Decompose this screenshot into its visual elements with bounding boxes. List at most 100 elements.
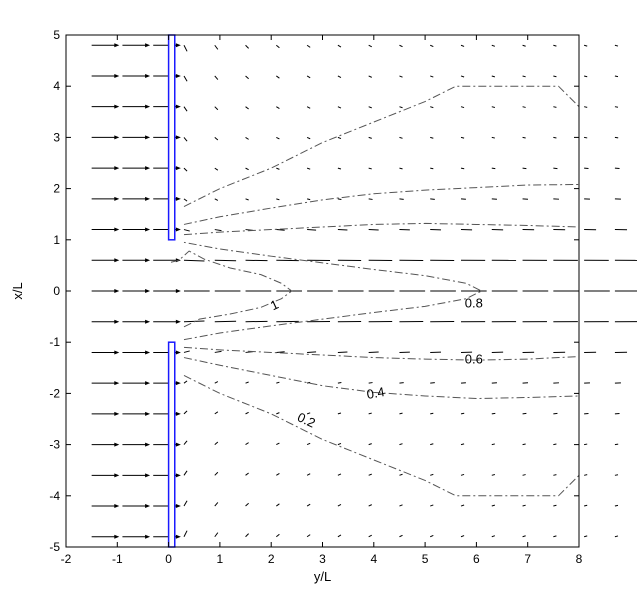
velocity-arrow (553, 474, 557, 476)
velocity-arrow (214, 502, 219, 507)
velocity-arrow (245, 167, 249, 171)
arrow-head (114, 381, 120, 386)
velocity-arrow (553, 75, 557, 78)
arrow-head (145, 411, 151, 416)
arrow-head (114, 411, 120, 416)
velocity-arrow (460, 504, 465, 507)
velocity-arrow (183, 45, 188, 52)
lower-wall (167, 341, 176, 548)
velocity-arrow (584, 443, 588, 446)
velocity-arrow (368, 443, 372, 446)
velocity-arrow (245, 381, 249, 384)
arrow-head (114, 504, 120, 509)
velocity-arrow (245, 44, 249, 49)
velocity-arrow (553, 443, 557, 446)
velocity-arrow (491, 106, 495, 108)
velocity-arrow (491, 75, 496, 78)
velocity-arrow (399, 136, 403, 139)
x-tick-label: -2 (61, 552, 72, 566)
velocity-arrow (183, 198, 188, 202)
x-tick-label: -1 (112, 552, 123, 566)
velocity-arrow (430, 504, 434, 507)
velocity-arrow (522, 75, 526, 78)
velocity-arrow (276, 442, 280, 446)
velocity-arrow (614, 535, 619, 538)
y-tick-label: 5 (53, 28, 60, 42)
velocity-arrow (399, 473, 403, 476)
y-tick-label: -1 (49, 335, 60, 349)
arrow-head (145, 289, 151, 293)
contour-line (183, 85, 580, 207)
velocity-arrow (183, 470, 188, 476)
velocity-arrow (276, 75, 280, 79)
velocity-arrow (214, 167, 219, 171)
velocity-arrow (276, 44, 280, 49)
velocity-arrow (614, 474, 619, 476)
x-tick-label: 2 (268, 552, 275, 566)
velocity-arrow (245, 411, 249, 415)
velocity-arrow (368, 534, 372, 538)
arrow-head (175, 319, 181, 324)
velocity-arrow (430, 44, 434, 47)
arrow-head (114, 43, 120, 48)
velocity-arrow (276, 533, 280, 538)
velocity-arrow (337, 198, 342, 201)
velocity-arrow (245, 472, 249, 476)
y-tick-label: -4 (49, 489, 60, 503)
velocity-arrow (583, 44, 588, 47)
velocity-arrow (245, 502, 249, 507)
velocity-arrow (214, 198, 219, 201)
contour-line (183, 222, 580, 236)
velocity-arrow (276, 167, 280, 170)
velocity-arrow (183, 410, 188, 415)
velocity-arrow (399, 44, 403, 48)
arrow-head (175, 227, 181, 232)
velocity-arrow (522, 504, 526, 507)
x-tick-label: 7 (524, 552, 531, 566)
velocity-arrow (306, 106, 311, 109)
velocity-arrow (245, 136, 249, 140)
velocity-arrow (430, 473, 434, 476)
velocity-arrow (183, 530, 188, 537)
arrow-head (114, 196, 120, 201)
velocity-arrow (399, 412, 403, 415)
velocity-arrow (306, 136, 311, 140)
velocity-arrow (430, 75, 434, 78)
velocity-arrow (614, 106, 619, 108)
velocity-arrow (553, 106, 557, 108)
arrow-head (145, 166, 151, 171)
velocity-arrow (183, 259, 205, 262)
arrow-head (114, 350, 120, 355)
x-tick-label: 0 (165, 552, 172, 566)
contour-line (168, 250, 293, 328)
velocity-arrow (553, 535, 557, 538)
velocity-arrow (306, 534, 311, 538)
y-tick-label: -3 (49, 438, 60, 452)
velocity-arrow (460, 535, 465, 538)
arrow-head (114, 473, 120, 478)
arrow-head (175, 473, 181, 478)
arrow-head (145, 442, 151, 447)
velocity-arrow (276, 503, 280, 507)
velocity-arrow (460, 106, 465, 109)
velocity-arrow (460, 75, 465, 78)
velocity-arrow (614, 75, 619, 78)
velocity-arrow (183, 500, 188, 507)
velocity-arrow (399, 504, 403, 507)
velocity-arrow (491, 412, 496, 415)
velocity-arrow (491, 136, 495, 139)
velocity-arrow (276, 351, 285, 353)
velocity-arrow (306, 442, 311, 446)
velocity-arrow (306, 503, 311, 507)
velocity-arrow (337, 534, 342, 538)
contour-line (183, 241, 483, 341)
velocity-arrow (584, 504, 588, 507)
arrow-head (145, 43, 151, 48)
velocity-arrow (522, 106, 526, 108)
velocity-arrow (553, 44, 557, 47)
velocity-arrow (522, 474, 526, 476)
velocity-arrow (306, 167, 311, 170)
velocity-arrow (491, 167, 496, 170)
velocity-arrow (491, 535, 496, 538)
x-tick-label: 6 (473, 552, 480, 566)
